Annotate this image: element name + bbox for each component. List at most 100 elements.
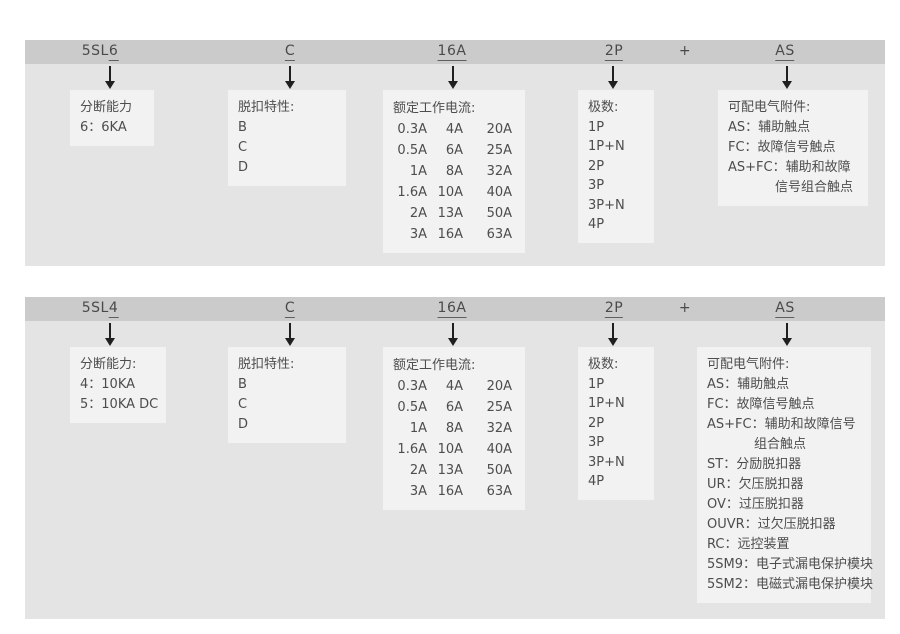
code-poles-mark: 2P	[604, 43, 624, 61]
box-line: 2P	[588, 158, 605, 174]
box-line: 3P	[588, 178, 605, 193]
box-line: AS+FC：辅助和故障信号	[707, 417, 856, 432]
code-current-mark: 16A	[437, 300, 467, 318]
current-cell: 40A	[486, 185, 512, 200]
down-arrow-icon	[607, 323, 619, 346]
box-line: 4P	[588, 474, 605, 489]
box-title: 额定工作电流:	[393, 358, 476, 373]
code-poles-mark: 2P	[604, 300, 624, 318]
current-cell: 32A	[486, 164, 512, 179]
box-line: UR：欠压脱扣器	[707, 477, 804, 492]
box-line: 3P+N	[588, 197, 625, 213]
current-cell: 8A	[445, 421, 463, 436]
current-cell: 4A	[445, 122, 463, 137]
current-cell: 16A	[437, 484, 463, 499]
current-cell: 0.3A	[397, 122, 427, 137]
rated-current-box: 额定工作电流: 0.3A 4A 20A 0.5A 6A 25A 1A 8A 32A 1.6A…	[383, 347, 525, 510]
box-title: 极数:	[588, 100, 619, 115]
box-line: AS：辅助触点	[707, 377, 790, 392]
box-line: 信号组合触点	[775, 180, 854, 195]
box-line: B	[238, 377, 247, 392]
down-arrow-icon	[607, 66, 619, 89]
box-line: 1P	[588, 119, 605, 135]
code-accessory-mark: AS	[775, 300, 795, 318]
current-cell: 16A	[437, 227, 463, 242]
code-segment-accessory: AS	[775, 300, 795, 318]
current-cell: 0.5A	[397, 143, 427, 158]
current-cell: 25A	[486, 143, 512, 158]
code-accessory-mark: AS	[775, 43, 795, 61]
current-cell: 20A	[486, 122, 512, 137]
current-cell: 1A	[409, 164, 427, 179]
box-title: 额定工作电流:	[393, 101, 476, 116]
box-line: FC：故障信号触点	[707, 397, 815, 412]
current-cell: 1.6A	[397, 442, 427, 457]
current-table: 0.3A 4A 20A 0.5A 6A 25A 1A 8A 32A 1.6A 10A 40A 2…	[393, 119, 515, 245]
current-cell: 63A	[486, 484, 512, 499]
code-bar: 5SL4 C 16A 2P + AS	[25, 297, 885, 321]
current-cell: 2A	[409, 206, 427, 221]
breaking-capacity-box: 分断能力: 4：10KA 5：10KA DC	[70, 347, 166, 423]
box-line: 3P	[588, 435, 605, 450]
code-model-mark: 6	[108, 43, 119, 61]
code-current-mark: 16A	[437, 43, 467, 61]
code-segment-accessory: AS	[775, 43, 795, 61]
box-line: OV：过压脱扣器	[707, 497, 804, 512]
code-segment-current: 16A	[437, 300, 467, 318]
down-arrow-icon	[781, 66, 793, 89]
code-segment-model: 5SL6	[81, 43, 119, 61]
current-cell: 10A	[437, 442, 463, 457]
box-line: 1P+N	[588, 396, 625, 411]
box-line: AS+FC：辅助和故障	[728, 160, 851, 175]
box-line: B	[238, 120, 247, 135]
box-line: 组合触点	[754, 437, 807, 452]
code-model-prefix: 5SL	[81, 43, 109, 59]
down-arrow-icon	[104, 66, 116, 89]
code-segment-poles: 2P	[604, 43, 624, 61]
current-cell: 40A	[486, 442, 512, 457]
current-cell: 4A	[445, 379, 463, 394]
box-line: ST：分励脱扣器	[707, 457, 802, 472]
current-table: 0.3A 4A 20A 0.5A 6A 25A 1A 8A 32A 1.6A 10A 40A 2…	[393, 376, 515, 502]
code-segment-current: 16A	[437, 43, 467, 61]
trip-characteristic-box: 脱扣特性: B C D	[228, 90, 346, 186]
box-title: 分断能力:	[80, 357, 137, 372]
current-cell: 50A	[486, 206, 512, 221]
current-cell: 0.5A	[397, 400, 427, 415]
code-segment-model: 5SL4	[82, 300, 119, 318]
box-line: C	[238, 140, 248, 155]
code-trip-mark: C	[284, 43, 296, 61]
box-title: 分断能力	[80, 100, 133, 115]
current-cell: 1A	[409, 421, 427, 436]
box-title: 脱扣特性:	[238, 357, 295, 372]
current-cell: 63A	[486, 227, 512, 242]
trip-characteristic-box: 脱扣特性: B C D	[228, 347, 346, 443]
current-cell: 50A	[486, 463, 512, 478]
poles-box: 极数: 1P 1P+N 2P 3P 3P+N 4P	[578, 90, 654, 243]
code-trip-mark: C	[284, 300, 296, 318]
box-line: 5：10KA DC	[80, 397, 159, 412]
accessories-box: 可配电气附件: AS：辅助触点 FC：故障信号触点 AS+FC：辅助和故障信号 …	[697, 347, 874, 603]
box-line: FC：故障信号触点	[728, 140, 836, 155]
plus-sign: +	[678, 300, 692, 316]
current-cell: 8A	[445, 164, 463, 179]
box-line: C	[238, 397, 248, 412]
box-line: D	[238, 160, 249, 175]
down-arrow-icon	[447, 66, 459, 89]
code-segment-trip: C	[284, 300, 296, 318]
current-cell: 3A	[409, 484, 427, 499]
box-title: 可配电气附件:	[707, 357, 790, 372]
box-line: 2P	[588, 415, 605, 431]
down-arrow-icon	[284, 323, 296, 346]
current-cell: 25A	[486, 400, 512, 415]
box-line: 1P+N	[588, 139, 625, 154]
ordering-code-panel-5sl4: 5SL4 C 16A 2P + AS 分断能力: 4：10KA 5：10KA D…	[25, 297, 885, 619]
current-cell: 2A	[409, 463, 427, 478]
box-line: AS：辅助触点	[728, 120, 811, 135]
box-title: 脱扣特性:	[238, 100, 295, 115]
box-line: 5SM9：电子式漏电保护模块	[707, 557, 874, 572]
ordering-code-panel-5sl6: 5SL6 C 16A 2P + AS 分断能力 6：6KA 脱扣特性: B C …	[25, 40, 885, 266]
box-line: D	[238, 417, 249, 432]
poles-box: 极数: 1P 1P+N 2P 3P 3P+N 4P	[578, 347, 654, 500]
down-arrow-icon	[284, 66, 296, 89]
